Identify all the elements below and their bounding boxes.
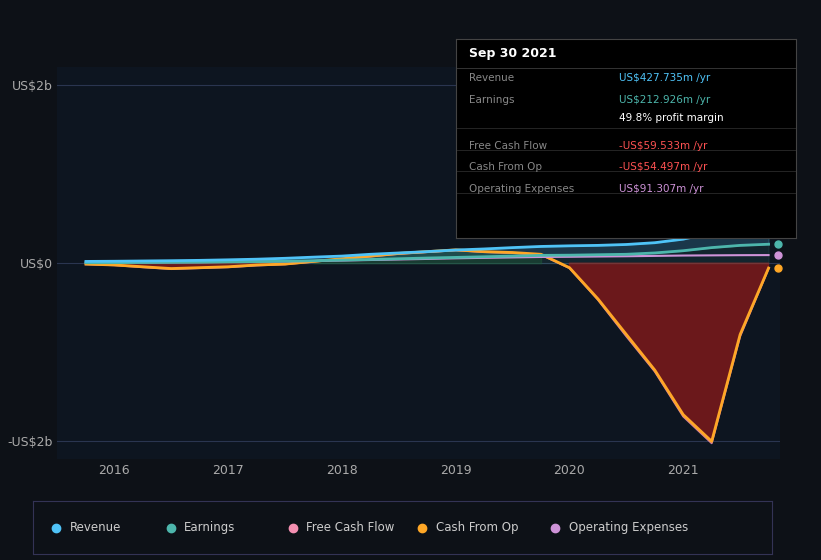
Text: US$91.307m /yr: US$91.307m /yr bbox=[619, 184, 704, 194]
Text: -US$59.533m /yr: -US$59.533m /yr bbox=[619, 141, 708, 151]
Text: Sep 30 2021: Sep 30 2021 bbox=[470, 47, 557, 60]
Text: US$427.735m /yr: US$427.735m /yr bbox=[619, 73, 710, 83]
Text: Earnings: Earnings bbox=[470, 95, 515, 105]
Text: Cash From Op: Cash From Op bbox=[470, 162, 543, 172]
Text: US$212.926m /yr: US$212.926m /yr bbox=[619, 95, 710, 105]
Text: Revenue: Revenue bbox=[470, 73, 515, 83]
Text: 49.8% profit margin: 49.8% profit margin bbox=[619, 113, 724, 123]
Text: Cash From Op: Cash From Op bbox=[436, 521, 518, 534]
Text: Operating Expenses: Operating Expenses bbox=[470, 184, 575, 194]
Text: Free Cash Flow: Free Cash Flow bbox=[470, 141, 548, 151]
Text: Revenue: Revenue bbox=[70, 521, 122, 534]
Text: -US$54.497m /yr: -US$54.497m /yr bbox=[619, 162, 708, 172]
Text: Operating Expenses: Operating Expenses bbox=[569, 521, 688, 534]
Text: Earnings: Earnings bbox=[184, 521, 236, 534]
Text: Free Cash Flow: Free Cash Flow bbox=[306, 521, 395, 534]
